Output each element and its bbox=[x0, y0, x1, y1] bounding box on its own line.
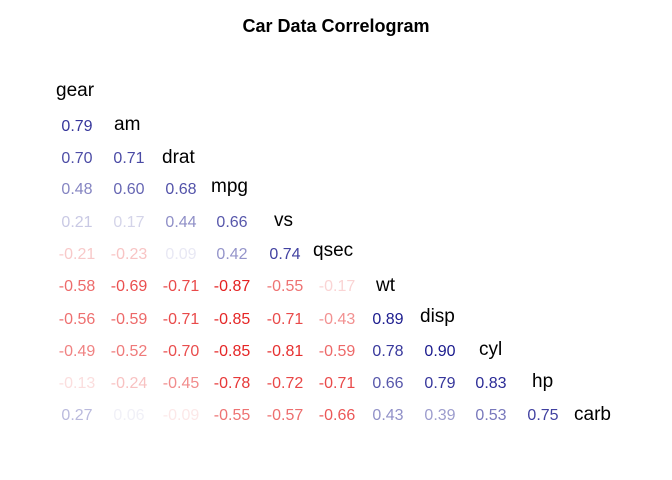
corr-carb-mpg: -0.55 bbox=[214, 407, 251, 424]
variable-label-disp: disp bbox=[420, 306, 455, 327]
corr-cyl-vs: -0.81 bbox=[267, 343, 304, 360]
variable-label-carb: carb bbox=[574, 404, 611, 425]
corr-hp-am: -0.24 bbox=[111, 375, 148, 392]
variable-label-drat: drat bbox=[162, 147, 195, 168]
corr-qsec-vs: 0.74 bbox=[269, 246, 300, 263]
corr-qsec-am: -0.23 bbox=[111, 246, 148, 263]
corr-carb-disp: 0.39 bbox=[424, 407, 455, 424]
corr-disp-gear: -0.56 bbox=[59, 311, 96, 328]
corr-disp-mpg: -0.85 bbox=[214, 311, 251, 328]
corr-hp-gear: -0.13 bbox=[59, 375, 96, 392]
corr-cyl-drat: -0.70 bbox=[163, 343, 200, 360]
variable-label-cyl: cyl bbox=[479, 339, 502, 360]
corr-mpg-drat: 0.68 bbox=[165, 181, 196, 198]
variable-label-hp: hp bbox=[532, 371, 553, 392]
corr-cyl-am: -0.52 bbox=[111, 343, 148, 360]
corr-hp-drat: -0.45 bbox=[163, 375, 200, 392]
corr-wt-qsec: -0.17 bbox=[319, 278, 356, 295]
corr-hp-vs: -0.72 bbox=[267, 375, 304, 392]
corr-hp-cyl: 0.83 bbox=[475, 375, 506, 392]
corr-mpg-am: 0.60 bbox=[113, 181, 144, 198]
corr-vs-am: 0.17 bbox=[113, 214, 144, 231]
corr-cyl-wt: 0.78 bbox=[372, 343, 403, 360]
variable-label-qsec: qsec bbox=[313, 240, 353, 261]
corr-hp-disp: 0.79 bbox=[424, 375, 455, 392]
variable-label-am: am bbox=[114, 114, 140, 135]
corr-carb-vs: -0.57 bbox=[267, 407, 304, 424]
corr-wt-gear: -0.58 bbox=[59, 278, 96, 295]
corr-qsec-drat: 0.09 bbox=[165, 246, 196, 263]
chart-title: Car Data Correlogram bbox=[242, 16, 430, 36]
corr-hp-qsec: -0.71 bbox=[319, 375, 356, 392]
corr-cyl-qsec: -0.59 bbox=[319, 343, 356, 360]
corr-carb-wt: 0.43 bbox=[372, 407, 403, 424]
corr-wt-mpg: -0.87 bbox=[214, 278, 251, 295]
corr-qsec-mpg: 0.42 bbox=[216, 246, 247, 263]
corr-wt-am: -0.69 bbox=[111, 278, 148, 295]
corr-cyl-gear: -0.49 bbox=[59, 343, 96, 360]
variable-label-vs: vs bbox=[274, 210, 293, 231]
corr-disp-am: -0.59 bbox=[111, 311, 148, 328]
corr-drat-am: 0.71 bbox=[113, 150, 144, 167]
corr-disp-vs: -0.71 bbox=[267, 311, 304, 328]
corr-am-gear: 0.79 bbox=[61, 118, 92, 135]
corr-vs-gear: 0.21 bbox=[61, 214, 92, 231]
corr-carb-qsec: -0.66 bbox=[319, 407, 356, 424]
corr-hp-wt: 0.66 bbox=[372, 375, 403, 392]
corr-vs-mpg: 0.66 bbox=[216, 214, 247, 231]
corr-qsec-gear: -0.21 bbox=[59, 246, 96, 263]
corr-mpg-gear: 0.48 bbox=[61, 181, 92, 198]
corr-carb-am: 0.06 bbox=[113, 407, 144, 424]
corr-drat-gear: 0.70 bbox=[61, 150, 92, 167]
corr-disp-wt: 0.89 bbox=[372, 311, 403, 328]
variable-label-wt: wt bbox=[375, 275, 396, 296]
corr-carb-cyl: 0.53 bbox=[475, 407, 506, 424]
variable-label-gear: gear bbox=[56, 80, 95, 101]
corr-disp-qsec: -0.43 bbox=[319, 311, 356, 328]
corr-carb-gear: 0.27 bbox=[61, 407, 92, 424]
corr-cyl-mpg: -0.85 bbox=[214, 343, 251, 360]
corr-hp-mpg: -0.78 bbox=[214, 375, 251, 392]
corr-wt-drat: -0.71 bbox=[163, 278, 200, 295]
corr-disp-drat: -0.71 bbox=[163, 311, 200, 328]
corr-cyl-disp: 0.90 bbox=[424, 343, 455, 360]
corr-carb-drat: -0.09 bbox=[163, 407, 200, 424]
corr-wt-vs: -0.55 bbox=[267, 278, 304, 295]
variable-label-mpg: mpg bbox=[211, 176, 248, 197]
corr-carb-hp: 0.75 bbox=[527, 407, 558, 424]
corr-vs-drat: 0.44 bbox=[165, 214, 196, 231]
